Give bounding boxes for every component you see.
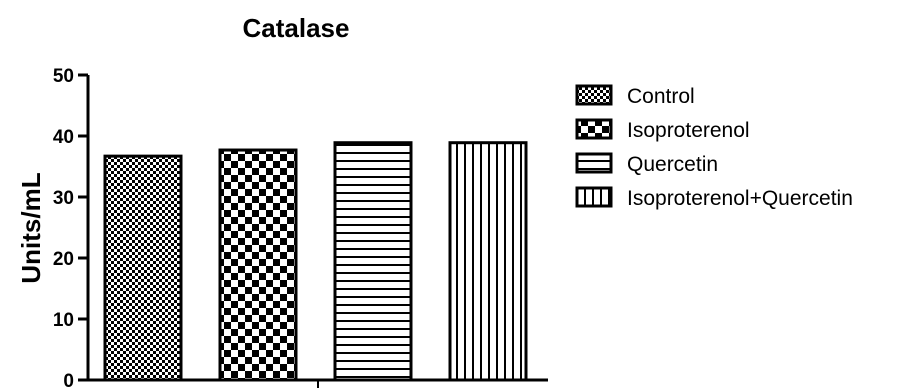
bars-group [103, 141, 528, 382]
x-axis [88, 378, 548, 388]
legend-label: Quercetin [627, 153, 718, 176]
legend-label: Isoproterenol [627, 119, 750, 142]
bar-quercetin [333, 141, 413, 382]
bar-control [103, 154, 183, 382]
y-axis-label: Units/mL [16, 172, 46, 283]
y-axis: 0 10 20 30 40 50 [53, 66, 90, 388]
y-tick-label: 20 [53, 249, 74, 270]
legend-swatch [575, 186, 613, 208]
y-tick-label: 40 [53, 127, 74, 148]
chart-title: Catalase [243, 13, 350, 43]
y-tick-label: 10 [53, 310, 74, 331]
legend: Control Isoproterenol Quercetin Isoproteren… [575, 84, 853, 210]
legend-swatch [575, 118, 613, 140]
y-tick-label: 50 [53, 66, 74, 87]
bar-isoproterenol-quercetin [448, 141, 528, 382]
legend-swatch [575, 152, 613, 174]
y-tick-label: 0 [63, 371, 74, 388]
bar-isoproterenol [218, 148, 298, 382]
legend-swatch [575, 84, 613, 106]
legend-label: Isoproterenol+Quercetin [627, 187, 853, 210]
legend-label: Control [627, 85, 695, 108]
y-tick-label: 30 [53, 188, 74, 209]
